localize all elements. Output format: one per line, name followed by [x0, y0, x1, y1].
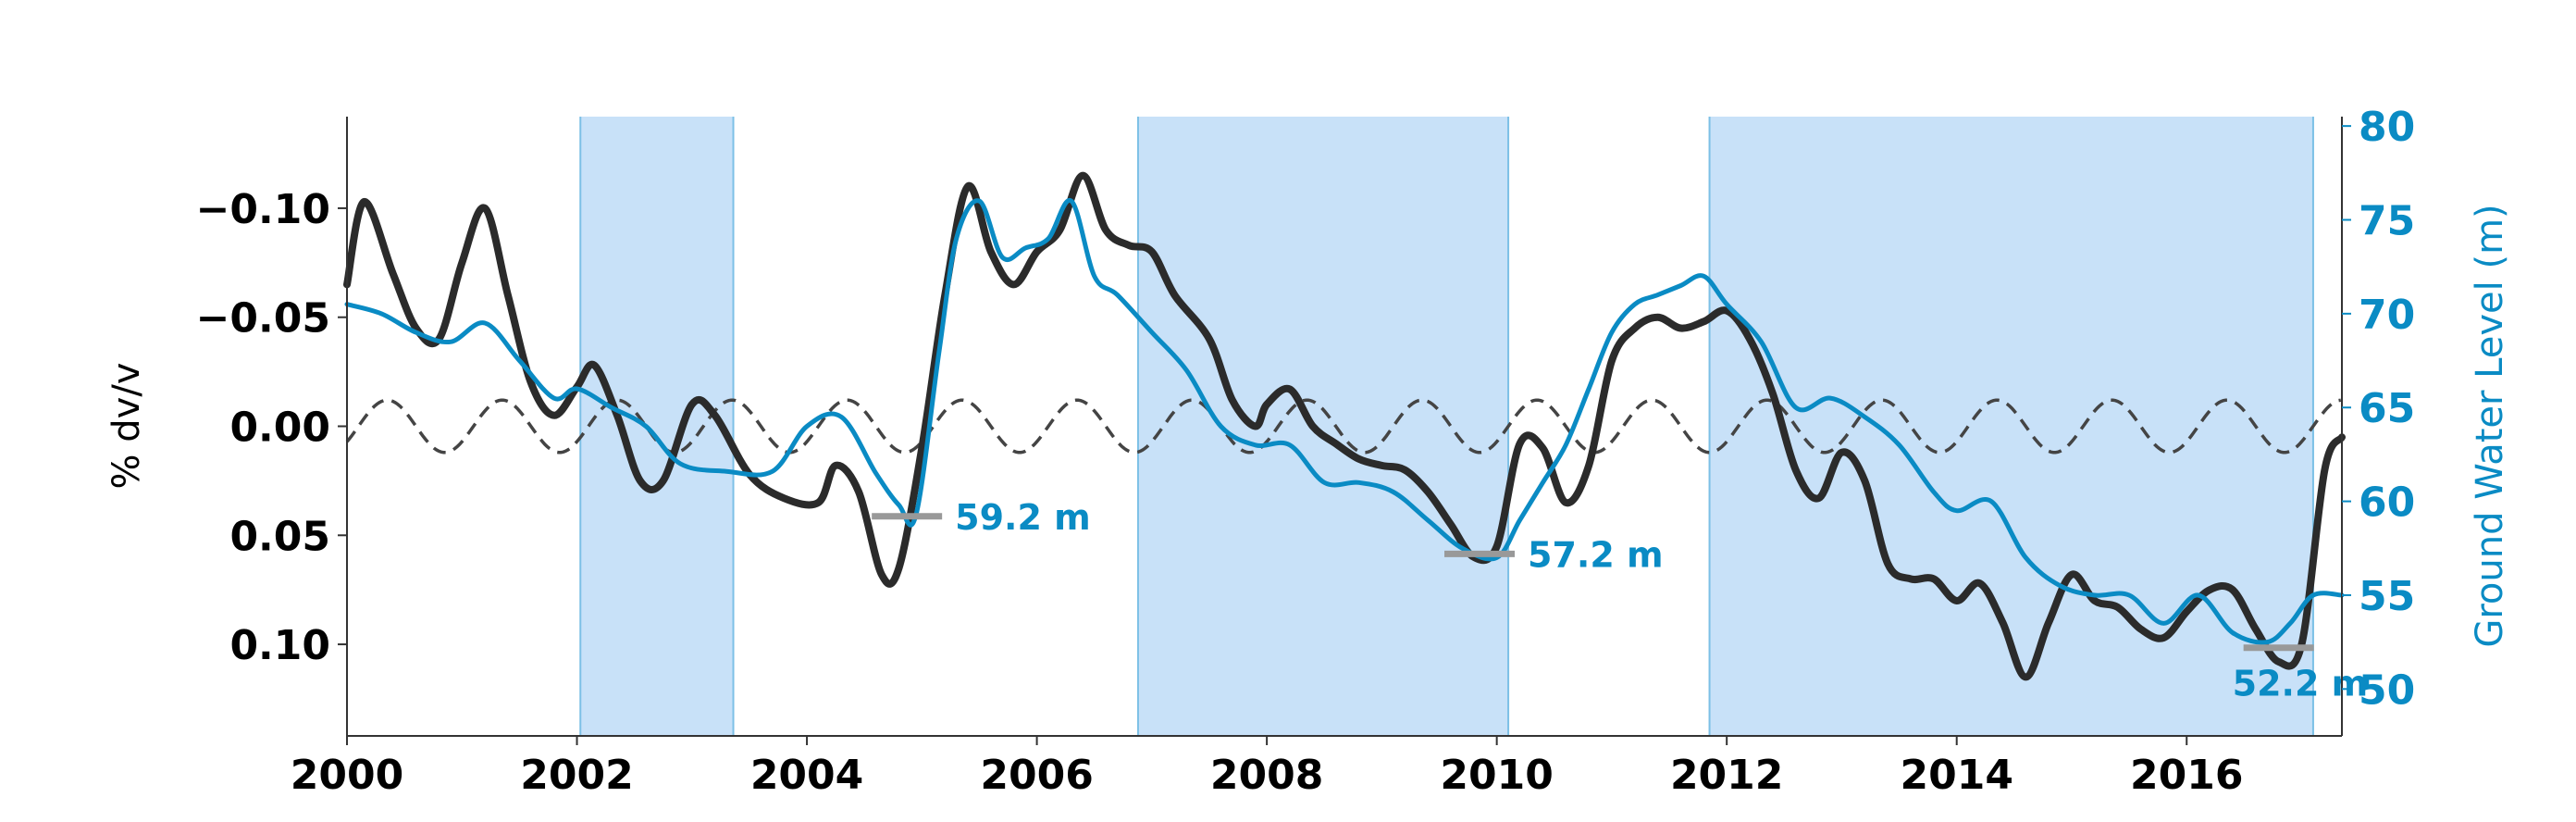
seasonal-layer [345, 398, 2342, 455]
shaded-period-0 [580, 117, 734, 736]
y-tick-label-left: 0.00 [229, 405, 330, 452]
y-tick-label-right: 60 [2359, 480, 2415, 527]
x-tick-label: 2000 [291, 752, 403, 799]
y-tick-label-right: 70 [2359, 292, 2415, 339]
y-tick-label-right: 80 [2359, 104, 2415, 151]
y-tick-label-left: 0.10 [229, 622, 330, 669]
seasonal-cycle-line [345, 398, 2342, 455]
y-tick-label-right: 65 [2359, 385, 2415, 432]
x-tick-label: 2004 [750, 752, 863, 799]
x-tick-label: 2012 [1670, 752, 1783, 799]
y-axis-label-right: Ground Water Level (m) [2469, 204, 2511, 647]
x-tick-label: 2010 [1440, 752, 1553, 799]
y-tick-label-left: −0.05 [196, 295, 330, 342]
minimum-label-2: 52.2 m [2233, 664, 2369, 704]
shaded-periods [579, 117, 2314, 736]
y-tick-label-right: 75 [2359, 198, 2415, 245]
y-tick-label-left: −0.10 [196, 186, 330, 233]
ticks: 2000 2002 2004 2006 2008 2010 2012 2014 2016 −0.1… [196, 104, 2416, 799]
y-tick-label-left: 0.05 [229, 513, 330, 560]
minimum-label-1: 57.2 m [1528, 534, 1664, 575]
groundwater-level-line [344, 198, 2345, 645]
minimum-label-0: 59.2 m [955, 497, 1091, 538]
y-tick-label-right: 55 [2359, 573, 2415, 620]
y-tick-label-right: 50 [2359, 666, 2415, 714]
y-axis-label-left: % dv/v [105, 363, 148, 490]
shaded-period-2 [1709, 117, 2313, 736]
x-tick-label: 2016 [2130, 752, 2243, 799]
x-tick-label: 2006 [980, 752, 1093, 799]
dvv-line [343, 171, 2346, 681]
x-tick-label: 2014 [1900, 752, 2012, 799]
annotation-layer: 59.2 m 57.2 m 52.2 m [872, 497, 2368, 704]
x-tick-label: 2008 [1210, 752, 1323, 799]
x-tick-label: 2002 [520, 752, 633, 799]
series-layer [343, 171, 2346, 681]
shaded-period-1 [1137, 117, 1509, 736]
